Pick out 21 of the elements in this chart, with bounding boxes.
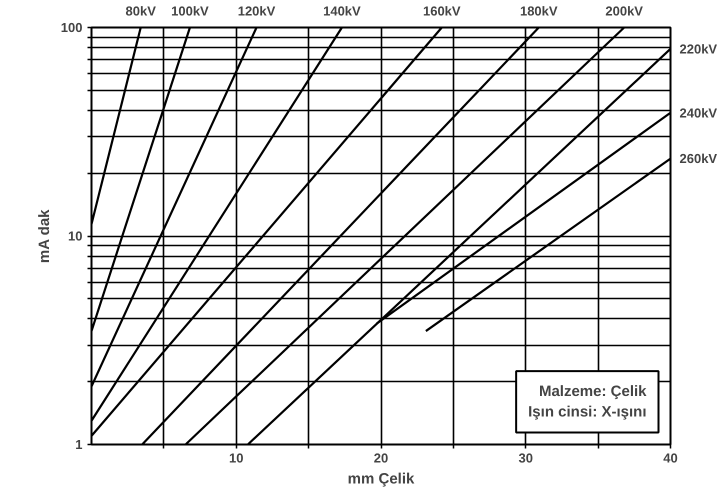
y-tick-label: 100 xyxy=(60,20,83,35)
annotation: Malzeme: Çelik xyxy=(538,383,648,400)
y-tick-label: 1 xyxy=(75,437,83,452)
series-label: 80kV xyxy=(126,4,156,18)
y-tick-label: 10 xyxy=(68,228,83,244)
series-label: 100kV xyxy=(171,4,210,18)
x-tick-label: 10 xyxy=(229,450,244,466)
series-label: 180kV xyxy=(520,4,558,18)
x-tick-label: 20 xyxy=(374,450,388,466)
series-label: 240kV xyxy=(680,105,718,120)
series-label: 140kV xyxy=(323,4,362,18)
series-label: 120kV xyxy=(238,4,276,18)
x-tick-label: 40 xyxy=(663,450,678,466)
series-label: 160kV xyxy=(423,4,461,18)
y-axis-title: mA dak xyxy=(36,208,53,264)
series-label: 200kV xyxy=(605,4,644,18)
annotation: Işın cinsi: X-ışını xyxy=(528,404,646,420)
series-label: 260kV xyxy=(680,151,718,166)
series-label: 220kV xyxy=(680,41,718,56)
x-tick-label: 30 xyxy=(518,450,533,466)
x-axis-title: mm Çelik xyxy=(348,470,416,488)
